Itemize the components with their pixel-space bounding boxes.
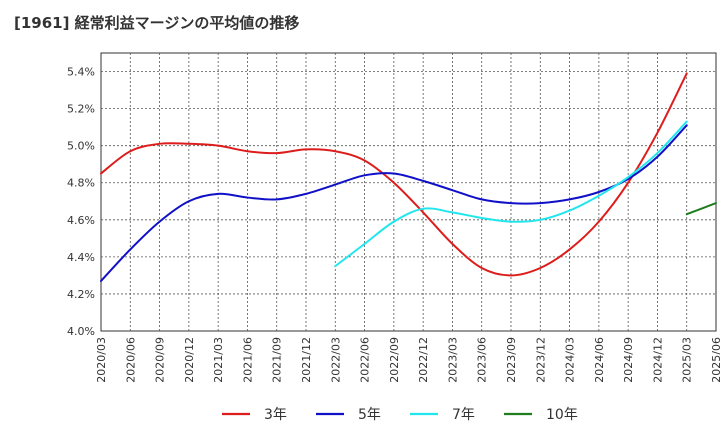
x-tick-label: 2025/06 — [710, 337, 720, 383]
chart-title: [1961] 経常利益マージンの平均値の推移 — [14, 14, 300, 32]
x-tick-label: 2022/03 — [329, 337, 342, 383]
x-tick-label: 2023/06 — [476, 337, 489, 383]
y-tick-label: 4.2% — [67, 288, 95, 301]
x-tick-label: 2023/03 — [446, 337, 459, 383]
x-tick-label: 2022/09 — [388, 337, 401, 383]
series-line-4 — [685, 202, 717, 216]
x-tick-label: 2025/03 — [681, 337, 694, 383]
x-tick-label: 2020/06 — [124, 337, 137, 383]
x-tick-label: 2020/12 — [183, 337, 196, 383]
y-tick-label: 4.0% — [67, 325, 95, 338]
legend-label-1: 3年 — [264, 407, 287, 423]
legend-label-3: 7年 — [452, 407, 475, 423]
x-tick-label: 2021/03 — [212, 337, 225, 383]
y-tick-label: 4.6% — [67, 214, 95, 227]
y-tick-label: 5.2% — [67, 103, 95, 116]
x-tick-label: 2022/12 — [417, 337, 430, 383]
y-tick-label: 5.4% — [67, 66, 95, 79]
x-tick-label: 2024/06 — [593, 337, 606, 383]
y-tick-label: 5.0% — [67, 140, 95, 153]
x-tick-label: 2021/12 — [300, 337, 313, 383]
x-tick-label: 2020/09 — [154, 337, 167, 383]
x-tick-label: 2021/06 — [241, 337, 254, 383]
legend-label-4: 10年 — [546, 407, 578, 423]
series-line-1 — [100, 72, 688, 277]
y-tick-label: 4.4% — [67, 251, 95, 264]
series-line-2 — [100, 124, 688, 282]
legend-label-2: 5年 — [358, 407, 381, 423]
x-tick-label: 2024/03 — [564, 337, 577, 383]
x-tick-label: 2024/12 — [651, 337, 664, 383]
plot-area-border — [100, 52, 717, 332]
x-tick-label: 2024/09 — [622, 337, 635, 383]
series-line-3 — [334, 120, 688, 268]
x-tick-label: 2023/09 — [505, 337, 518, 383]
x-tick-label: 2023/12 — [534, 337, 547, 383]
x-tick-label: 2022/06 — [359, 337, 372, 383]
x-tick-label: 2021/09 — [271, 337, 284, 383]
x-tick-label: 2020/03 — [95, 337, 108, 383]
y-tick-label: 4.8% — [67, 177, 95, 190]
